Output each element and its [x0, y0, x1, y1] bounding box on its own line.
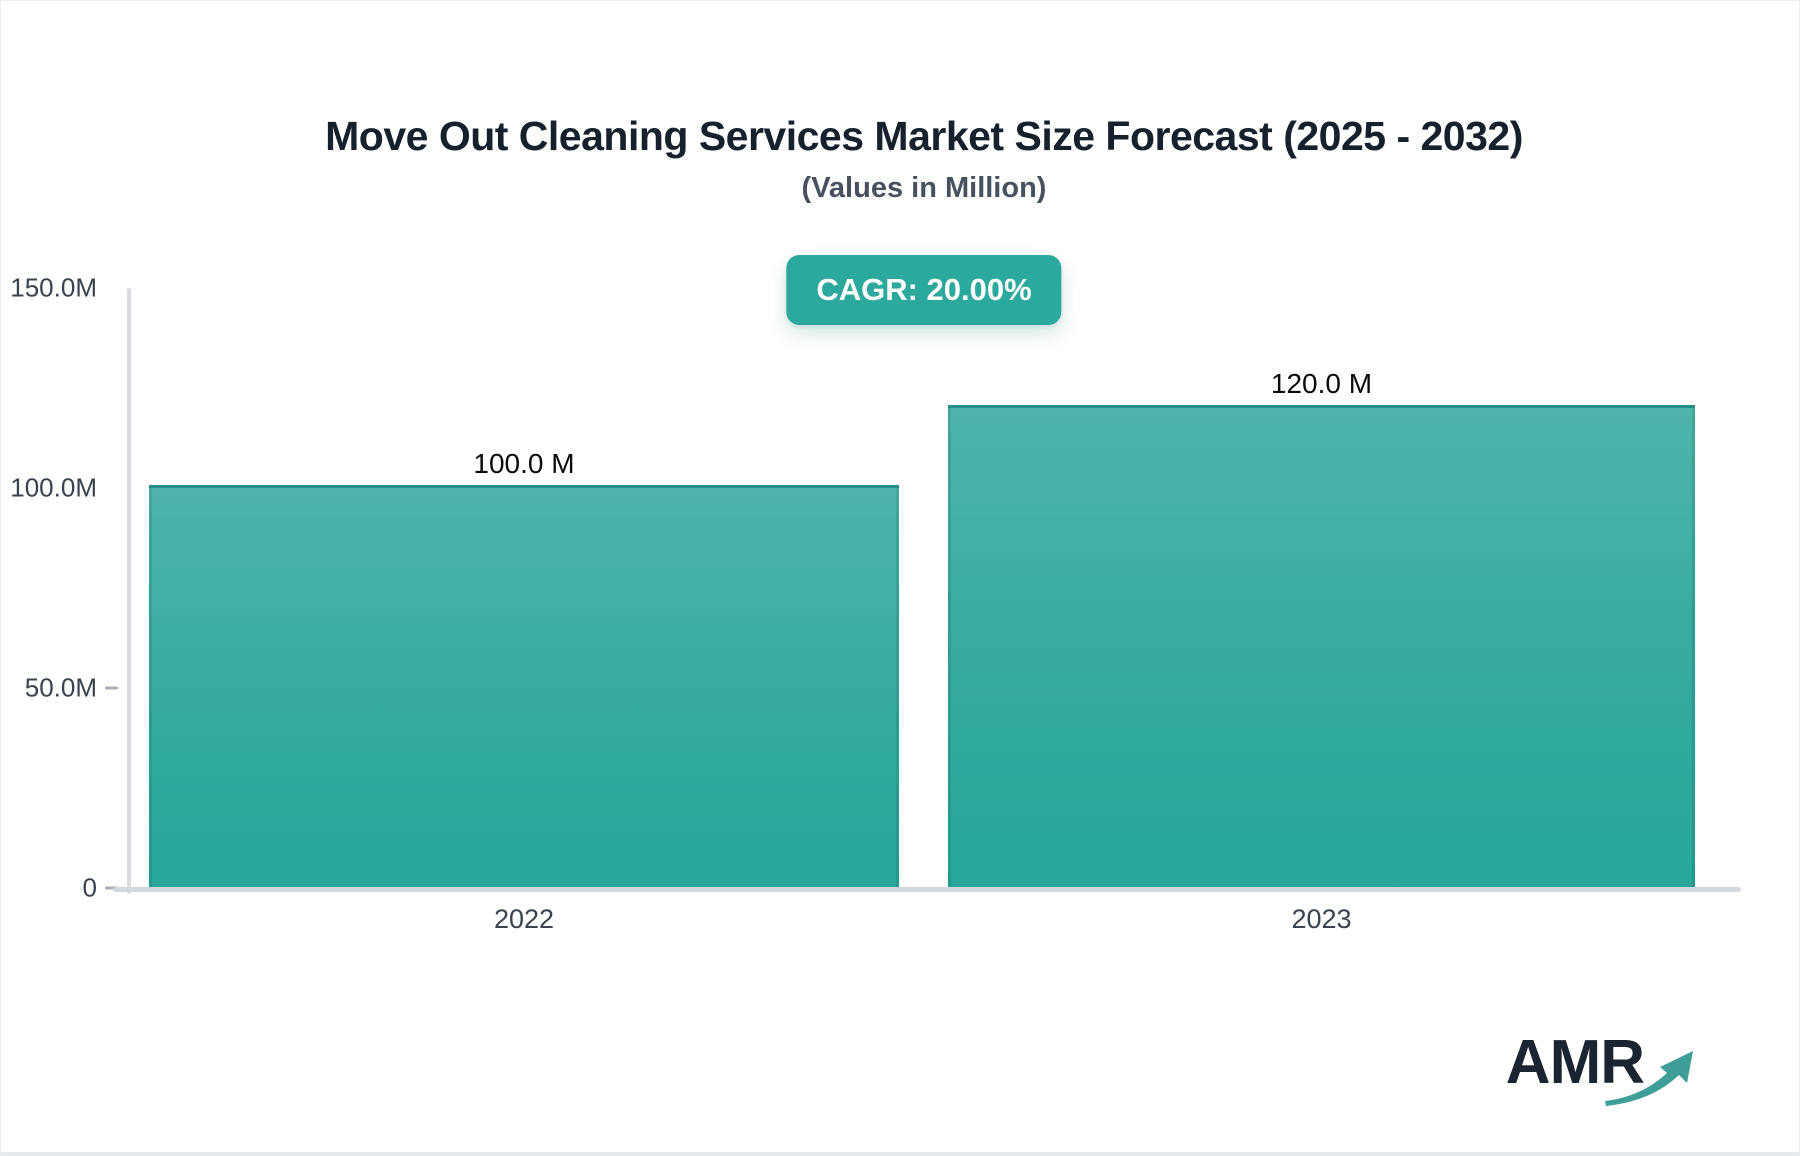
- bar-group-2022: 100.0 M 2022: [149, 288, 899, 934]
- tick-mark: [105, 886, 118, 889]
- amr-logo-text: AMR: [1505, 1028, 1645, 1097]
- tick-mark: [105, 686, 118, 689]
- y-axis-label: 150.0M: [10, 272, 97, 303]
- cagr-badge: CAGR: 20.00%: [786, 255, 1062, 325]
- x-axis-line: [113, 887, 1741, 892]
- bar-2022[interactable]: [149, 485, 899, 888]
- y-axis-tick: 100.0M: [1, 473, 97, 504]
- y-axis-tick: 0: [1, 872, 118, 904]
- y-axis-label: 50.0M: [24, 672, 97, 703]
- y-axis-tick: 150.0M: [1, 273, 97, 304]
- page-title: Move Out Cleaning Services Market Size F…: [325, 113, 1523, 159]
- y-axis-label: 100.0M: [10, 472, 97, 503]
- trend-up-arrow-icon: [1605, 1051, 1693, 1106]
- y-axis-label: 0: [82, 872, 97, 903]
- y-axis-tick: 50.0M: [1, 672, 118, 704]
- amr-logo: AMR: [1505, 1028, 1696, 1106]
- plot-area: 100.0 M 2022 120.0 M 2023: [1, 288, 1799, 934]
- bar-group-2023: 120.0 M 2023: [948, 288, 1695, 934]
- page-subtitle: (Values in Million): [801, 172, 1047, 204]
- x-axis-label: 2023: [1291, 904, 1352, 934]
- y-axis-line: [127, 288, 131, 894]
- bar-value-label: 100.0 M: [473, 448, 575, 479]
- bar-value-label: 120.0 M: [1270, 368, 1373, 399]
- x-axis-label: 2022: [493, 904, 555, 934]
- bar-2023[interactable]: [948, 405, 1695, 888]
